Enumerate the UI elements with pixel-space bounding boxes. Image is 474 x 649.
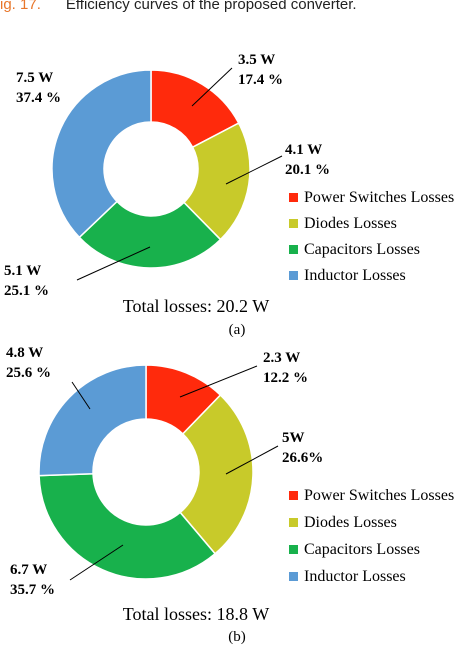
legend-label-inductor-losses: Inductor Losses: [304, 568, 406, 585]
data-label-percent-power-switches-losses: 12.2 %: [263, 370, 308, 386]
leader-line-capacitors-losses: [76, 246, 151, 281]
data-label-percent-inductor-losses: 25.6 %: [6, 365, 51, 381]
slice-inductor-losses: [38, 364, 147, 477]
slice-capacitors-losses: [78, 200, 222, 269]
slice-capacitors-losses: [38, 472, 217, 580]
slice-diodes-losses: [182, 122, 251, 241]
legend-swatch-inductor-losses: [289, 572, 298, 581]
legend-swatch-inductor-losses: [289, 271, 298, 280]
data-label-watts-capacitors-losses: 6.7 W: [10, 562, 47, 578]
leader-line-capacitors-losses: [69, 544, 124, 581]
data-label-percent-diodes-losses: 20.1 %: [285, 162, 330, 178]
leader-line-diodes-losses: [225, 155, 283, 185]
data-label-watts-diodes-losses: 5W: [282, 430, 305, 446]
caption-fig-label: ig. 17.: [0, 0, 41, 13]
data-label-watts-diodes-losses: 4.1 W: [285, 142, 322, 158]
legend-label-capacitors-losses: Capacitors Losses: [304, 241, 420, 258]
data-label-watts-power-switches-losses: 3.5 W: [238, 52, 275, 68]
data-label-watts-capacitors-losses: 5.1 W: [4, 263, 41, 279]
caption-text: Efficiency curves of the proposed conver…: [65, 0, 357, 13]
legend-label-power-switches-losses: Power Switches Losses: [304, 189, 454, 206]
legend-label-diodes-losses: Diodes Losses: [304, 215, 397, 232]
data-label-watts-power-switches-losses: 2.3 W: [263, 350, 300, 366]
data-label-watts-inductor-losses: 4.8 W: [6, 345, 43, 361]
slice-diodes-losses: [179, 394, 254, 555]
legend-swatch-power-switches-losses: [289, 491, 298, 500]
legend-label-inductor-losses: Inductor Losses: [304, 267, 406, 284]
data-label-percent-inductor-losses: 37.4 %: [16, 90, 61, 106]
legend-swatch-capacitors-losses: [289, 245, 298, 254]
leader-line-diodes-losses: [225, 445, 279, 475]
total-losses-label: Total losses: 20.2 W: [123, 296, 269, 316]
data-label-percent-capacitors-losses: 35.7 %: [10, 582, 55, 598]
data-label-watts-inductor-losses: 7.5 W: [16, 70, 53, 86]
leader-line-inductor-losses: [71, 381, 91, 410]
legend-swatch-diodes-losses: [289, 518, 298, 527]
slice-inductor-losses: [51, 69, 152, 239]
total-losses-label: Total losses: 18.8 W: [123, 604, 269, 624]
donut-chart-b: 2.3 W 12.2 % Power Switches Losses 5W 26.6% D…: [6, 345, 454, 645]
data-label-percent-diodes-losses: 26.6%: [282, 450, 323, 466]
legend-label-capacitors-losses: Capacitors Losses: [304, 541, 420, 558]
legend-swatch-power-switches-losses: [289, 193, 298, 202]
subfigure-label: (b): [228, 629, 246, 645]
legend-label-power-switches-losses: Power Switches Losses: [304, 487, 454, 504]
subfigure-label: (a): [229, 322, 246, 338]
data-label-percent-capacitors-losses: 25.1 %: [4, 283, 49, 299]
leader-line-power-switches-losses: [179, 365, 258, 398]
data-label-percent-power-switches-losses: 17.4 %: [238, 72, 283, 88]
legend-label-diodes-losses: Diodes Losses: [304, 514, 397, 531]
legend-swatch-capacitors-losses: [289, 545, 298, 554]
legend-swatch-diodes-losses: [289, 219, 298, 228]
leader-line-power-switches-losses: [191, 67, 233, 107]
figure-caption: ig. 17. Efficiency curves of the propose…: [0, 0, 357, 13]
donut-chart-a: 3.5 W 17.4 % Power Switches Losses 4.1 W 20.…: [4, 52, 454, 338]
